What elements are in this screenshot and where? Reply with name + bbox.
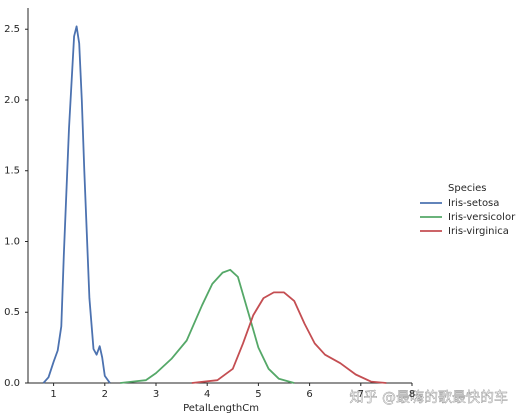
legend-label: Iris-versicolor	[448, 212, 516, 223]
y-tick-label: 1.5	[4, 166, 20, 177]
legend-label: Iris-virginica	[448, 226, 509, 237]
legend-title: Species	[448, 183, 487, 194]
x-tick-label: 3	[153, 389, 159, 400]
y-tick-label: 0.0	[4, 378, 20, 389]
x-tick-label: 5	[255, 389, 261, 400]
x-tick-label: 6	[306, 389, 312, 400]
y-tick-label: 1.0	[4, 236, 20, 247]
y-tick-label: 2.0	[4, 95, 20, 106]
x-tick-label: 1	[50, 389, 56, 400]
kde-line	[120, 268, 295, 384]
x-tick-label: 2	[102, 389, 108, 400]
x-tick-label: 8	[409, 389, 415, 400]
y-tick-label: 2.5	[4, 24, 20, 35]
y-tick-label: 0.5	[4, 307, 20, 318]
kde-line	[191, 291, 387, 384]
legend-label: Iris-setosa	[448, 198, 499, 209]
x-tick-label: 7	[358, 389, 364, 400]
kde-line	[42, 25, 111, 384]
watermark: 知乎 @最嗨的歌最快的车	[350, 389, 508, 406]
x-axis-label: PetalLengthCm	[183, 403, 259, 414]
x-tick-label: 4	[204, 389, 210, 400]
